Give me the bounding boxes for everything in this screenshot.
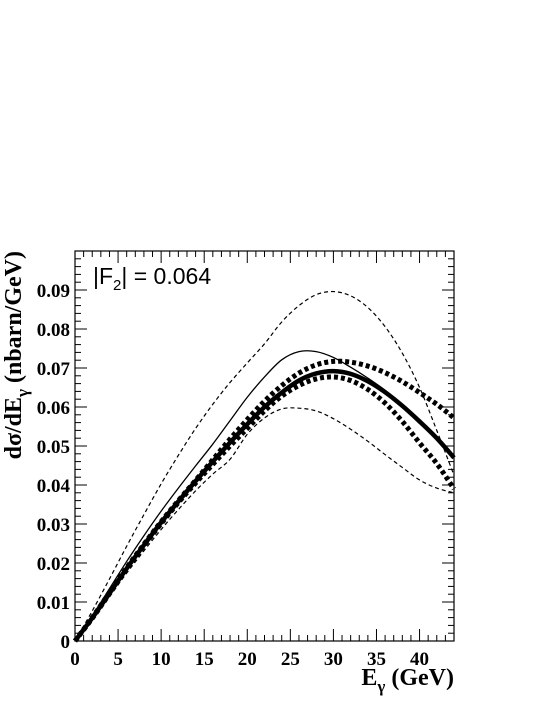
x-tick-label: 15 xyxy=(195,649,214,670)
y-tick-label: 0.07 xyxy=(37,359,71,380)
x-tick-label: 40 xyxy=(410,649,429,670)
y-axis-title-sub: γ xyxy=(13,389,32,398)
y-tick-label: 0.09 xyxy=(37,281,70,302)
x-axis-title-main: E xyxy=(361,665,377,691)
y-tick-label: 0 xyxy=(61,632,71,653)
x-axis-title: Eγ (GeV) xyxy=(361,665,454,696)
series-line-thin-dashed-lower xyxy=(74,407,455,642)
y-tick-label: 0.05 xyxy=(37,437,70,458)
x-tick-label: 25 xyxy=(281,649,300,670)
series-line-thin-dashed-upper xyxy=(74,290,455,642)
x-tick-label: 0 xyxy=(70,649,80,670)
x-axis-title-rest: (GeV) xyxy=(385,665,454,691)
x-tick-label: 10 xyxy=(152,649,171,670)
y-tick-label: 0.04 xyxy=(37,476,71,497)
y-tick-label: 0.03 xyxy=(37,515,70,536)
f2-annotation-sub: 2 xyxy=(113,277,121,294)
y-axis-title-main: dσ/dE xyxy=(1,397,27,459)
y-tick-label: 0.02 xyxy=(37,554,70,575)
x-tick-label: 35 xyxy=(367,649,386,670)
f2-annotation-post: | = 0.064 xyxy=(121,263,211,289)
x-tick-label: 20 xyxy=(238,649,257,670)
series-group xyxy=(72,290,457,643)
x-axis-title-sub: γ xyxy=(376,677,385,696)
y-tick-label: 0.06 xyxy=(37,398,70,419)
y-axis-title-rest: (nbarn/GeV) xyxy=(1,251,27,389)
ticks xyxy=(74,250,455,642)
y-axis-title: dσ/dEγ (nbarn/GeV) xyxy=(1,251,32,459)
series-line-thin-solid xyxy=(74,350,455,642)
f2-annotation: |F2| = 0.064 xyxy=(93,263,211,294)
f2-annotation-pre: |F xyxy=(93,263,113,289)
series-line-thick-solid xyxy=(73,368,456,643)
frame-rect xyxy=(74,250,455,642)
tick-labels: 0 5 10 15 20 25 30 35 40 0 0.01 0.02 0.03 0.04 0.05 0.0… xyxy=(37,281,429,670)
x-tick-label: 5 xyxy=(113,649,123,670)
x-tick-label: 30 xyxy=(324,649,343,670)
series-line-thick-dotted-lower xyxy=(73,374,457,643)
y-tick-label: 0.01 xyxy=(37,593,70,614)
y-tick-label: 0.08 xyxy=(37,320,70,341)
plot-frame xyxy=(74,250,455,642)
